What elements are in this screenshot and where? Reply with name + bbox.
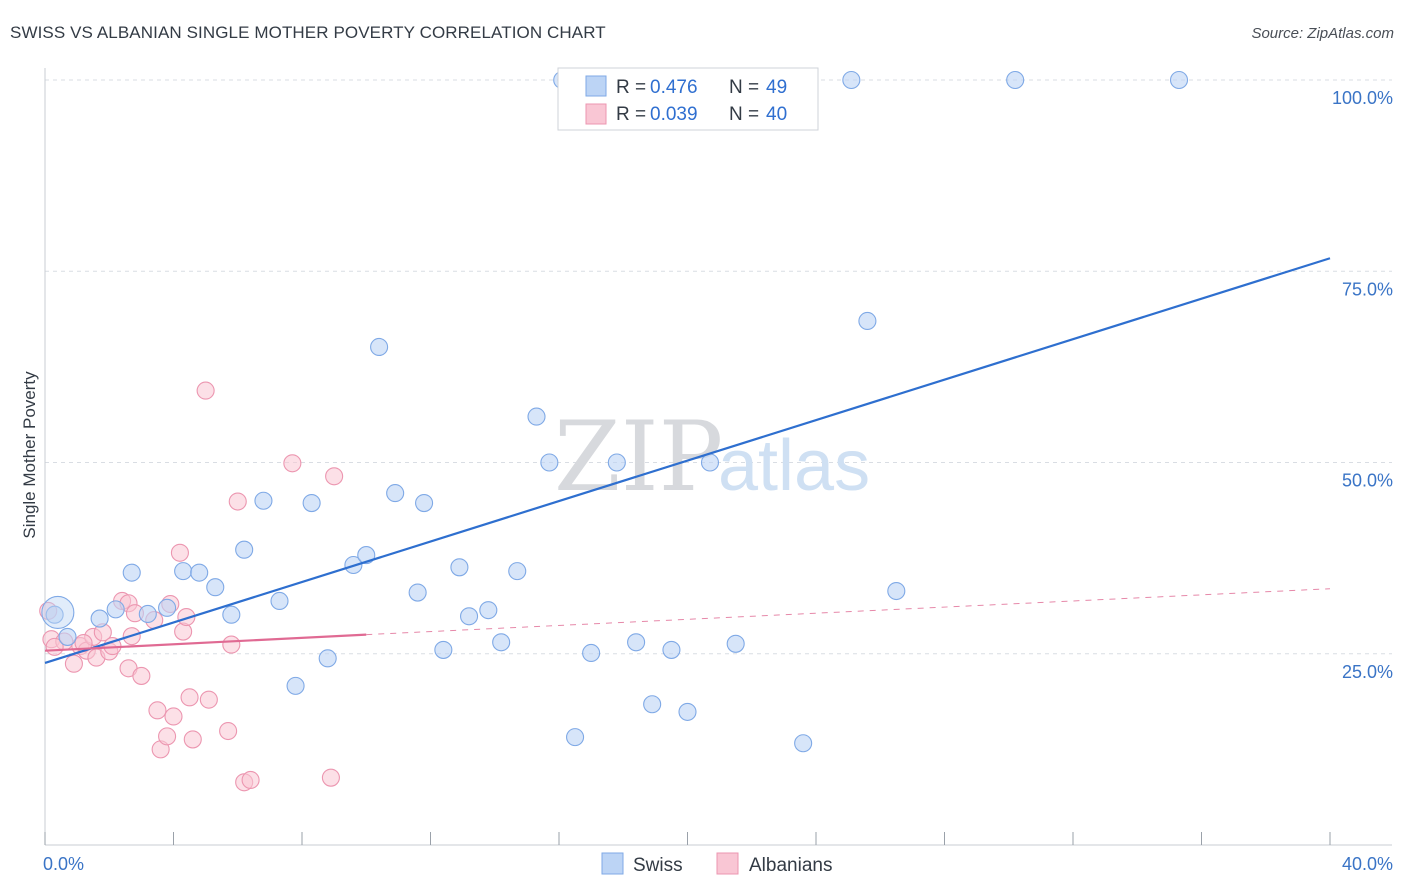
watermark-atlas: atlas: [718, 426, 870, 506]
swiss-point-6: [158, 598, 177, 617]
swiss-point-5: [138, 604, 157, 624]
legend-swiss-r-value: 0.476: [650, 77, 698, 98]
albanians-point-20: [158, 727, 177, 746]
tick-labels: 25.0% 50.0% 75.0% 100.0% 0.0% 40.0%: [43, 88, 1393, 874]
swiss-point-24: [450, 558, 469, 577]
swiss-point-40: [726, 634, 745, 653]
bottom-legend-swatch-swiss: [601, 852, 624, 875]
swiss-point-30: [540, 453, 559, 472]
x-tick-label-max: 40.0%: [1342, 854, 1393, 874]
swiss-point-1: [58, 627, 77, 646]
albanians-point-31: [222, 635, 241, 654]
swiss-trend-line: [44, 257, 1331, 664]
swiss-point-47: [1169, 70, 1189, 90]
legend-albanians-r-value: 0.039: [650, 104, 698, 125]
albanians-point-25: [177, 607, 196, 627]
y-tick-label-75: 75.0%: [1342, 279, 1393, 299]
chart-title: SWISS VS ALBANIAN SINGLE MOTHER POVERTY …: [10, 23, 606, 42]
swiss-point-48: [41, 595, 75, 629]
swiss-point-33: [582, 643, 601, 663]
swiss-point-15: [302, 493, 321, 513]
swiss-point-8: [190, 563, 209, 582]
albanians-point-26: [180, 688, 199, 707]
swiss-point-23: [434, 640, 453, 659]
swiss-point-36: [643, 695, 662, 714]
albanians-point-23: [170, 543, 189, 562]
swiss-point-42: [794, 734, 813, 753]
legend-swatch-albanians: [585, 103, 607, 125]
y-tick-label-25: 25.0%: [1342, 662, 1393, 682]
swiss-point-28: [508, 562, 527, 581]
albanians-trend-extension: [366, 588, 1331, 636]
swiss-point-34: [607, 453, 626, 472]
albanians-point-34: [241, 770, 260, 790]
albanians-points: [39, 381, 344, 792]
y-tick-label-50: 50.0%: [1342, 471, 1393, 491]
swiss-point-32: [566, 728, 585, 747]
axes: [44, 68, 1392, 846]
legend-swiss-n-label: N =: [729, 77, 759, 98]
albanians-point-35: [283, 454, 302, 473]
swiss-point-3: [106, 600, 125, 619]
swiss-point-20: [386, 484, 405, 503]
albanians-point-16: [132, 666, 151, 685]
legend-albanians-n-label: N =: [729, 104, 759, 125]
x-tick-label-min: 0.0%: [43, 854, 84, 874]
swiss-point-0: [45, 605, 64, 624]
albanians-point-3: [64, 654, 83, 673]
swiss-point-35: [627, 633, 646, 652]
swiss-point-2: [90, 609, 109, 628]
legend-box: R = 0.476 N = 49 R = 0.039 N = 40: [557, 67, 819, 131]
swiss-point-38: [678, 702, 697, 721]
swiss-point-21: [408, 583, 427, 602]
albanians-point-36: [321, 768, 340, 787]
legend-swiss-r-label: R =: [616, 77, 646, 98]
swiss-point-29: [527, 407, 546, 426]
albanians-trend-line: [44, 633, 367, 652]
source-credit: Source: ZipAtlas.com: [1251, 25, 1394, 42]
swiss-point-12: [254, 491, 273, 510]
swiss-point-14: [286, 676, 305, 695]
swiss-point-44: [858, 311, 877, 331]
swiss-point-27: [492, 633, 511, 652]
bottom-legend-swiss: Swiss: [633, 855, 683, 876]
swiss-point-4: [122, 563, 141, 582]
albanians-point-37: [325, 467, 344, 486]
legend-swatch-swiss: [585, 75, 607, 97]
albanians-point-27: [183, 730, 202, 749]
bottom-legend-swatch-albanians: [716, 852, 739, 875]
swiss-point-7: [174, 562, 193, 581]
albanians-point-18: [148, 701, 167, 720]
y-axis-label: Single Mother Poverty: [20, 371, 39, 539]
legend-albanians-n-value: 40: [766, 104, 787, 125]
albanians-point-29: [199, 690, 218, 709]
swiss-point-37: [662, 640, 681, 659]
swiss-point-43: [842, 70, 861, 90]
swiss-points: [41, 70, 1189, 753]
bottom-legend: Swiss Albanians: [601, 852, 832, 876]
swiss-point-45: [887, 581, 906, 601]
swiss-point-13: [270, 591, 289, 611]
swiss-point-11: [235, 540, 254, 559]
albanians-point-32: [228, 492, 247, 511]
swiss-point-46: [1006, 70, 1025, 90]
swiss-point-22: [415, 493, 434, 513]
albanians-point-22: [164, 707, 183, 726]
swiss-point-25: [459, 607, 479, 626]
legend-swiss-n-value: 49: [766, 77, 787, 98]
bottom-legend-albanians: Albanians: [749, 855, 832, 876]
grid-lines: [45, 79, 1392, 655]
trend-lines: [44, 257, 1331, 664]
swiss-point-19: [370, 337, 389, 357]
legend-albanians-r-label: R =: [616, 104, 646, 125]
y-tick-label-100: 100.0%: [1332, 88, 1393, 108]
swiss-point-16: [318, 649, 337, 668]
albanians-point-28: [196, 381, 215, 400]
albanians-point-30: [219, 721, 238, 741]
swiss-point-9: [206, 578, 225, 597]
swiss-point-10: [222, 605, 241, 624]
swiss-point-26: [479, 601, 498, 620]
swiss-point-39: [700, 453, 720, 472]
